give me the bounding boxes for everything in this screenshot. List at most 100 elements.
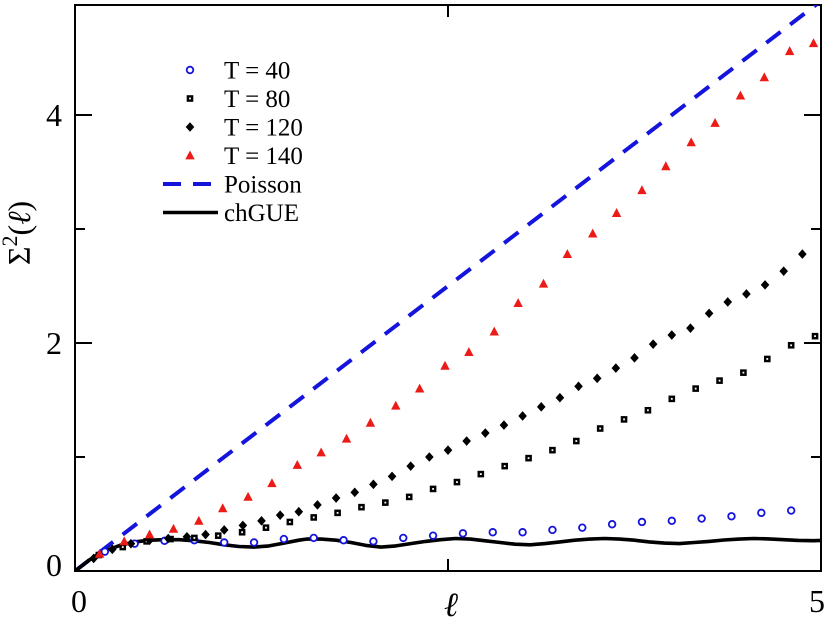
data-point <box>89 553 98 564</box>
data-point <box>630 353 639 363</box>
data-point <box>488 528 497 537</box>
y-tick-label: 0 <box>46 547 62 583</box>
data-point <box>786 506 796 515</box>
data-point <box>578 523 587 532</box>
data-point <box>168 523 179 533</box>
data-point-center <box>288 521 291 523</box>
legend-marker-diamond <box>185 122 195 132</box>
data-point <box>637 517 647 527</box>
data-point <box>499 420 509 430</box>
legend-item-T80: T = 80 <box>186 86 290 113</box>
data-point <box>341 433 352 443</box>
legend-marker-circle-open <box>185 65 195 75</box>
data-point <box>313 500 322 510</box>
data-point <box>735 90 746 100</box>
data-point-center <box>432 488 434 490</box>
data-point-center <box>217 534 220 537</box>
legend-label: T = 120 <box>224 115 303 142</box>
series-T80 <box>95 332 819 559</box>
data-point <box>779 266 788 276</box>
series-line-chGUE <box>75 536 821 571</box>
data-point <box>440 360 450 370</box>
data-point <box>710 117 720 127</box>
legend-item-T120: T = 120 <box>185 115 303 142</box>
data-point <box>365 417 376 427</box>
y-tick-label: 2 <box>46 325 62 361</box>
y-tick-label: 4 <box>46 97 62 133</box>
legend-label: T = 40 <box>224 58 290 85</box>
data-point <box>94 548 105 558</box>
data-point-center <box>265 526 267 529</box>
data-point-center <box>360 506 363 509</box>
data-point <box>704 308 714 319</box>
legend-item-T140: T = 140 <box>185 143 303 170</box>
data-point <box>464 347 474 357</box>
data-point-center <box>694 387 697 390</box>
data-point <box>784 46 795 56</box>
data-point <box>369 537 378 546</box>
data-point <box>562 249 573 258</box>
data-point <box>489 326 499 336</box>
data-point <box>350 487 360 498</box>
data-point <box>414 383 425 393</box>
legend-label: T = 140 <box>224 143 303 170</box>
data-point <box>219 525 229 535</box>
series-T140 <box>94 38 819 558</box>
data-point <box>548 525 557 535</box>
data-point <box>238 520 248 531</box>
data-point <box>481 428 490 438</box>
data-point-center <box>384 501 387 504</box>
data-point-center <box>623 418 625 421</box>
data-point-center <box>121 546 124 548</box>
legend-marker-triangle-up <box>185 150 195 160</box>
data-point-center <box>479 473 482 476</box>
data-point-center <box>312 516 315 519</box>
data-point <box>727 512 736 521</box>
legend-label: T = 80 <box>224 86 290 113</box>
x-axis-label: ℓ <box>444 587 458 624</box>
data-point <box>536 402 546 412</box>
data-point-center <box>647 409 649 412</box>
data-point-center <box>456 481 458 483</box>
data-point <box>588 228 598 238</box>
data-point-center <box>790 344 793 347</box>
data-point <box>119 536 129 546</box>
data-point <box>406 461 415 471</box>
data-point <box>279 534 289 544</box>
data-point <box>243 491 253 501</box>
legend-label: Poisson <box>224 172 302 199</box>
data-point <box>757 508 766 518</box>
data-point <box>292 459 303 469</box>
data-point <box>201 529 210 540</box>
data-point-center <box>575 440 578 442</box>
data-point <box>443 445 453 455</box>
legend-item-chGUE: chGUE <box>163 200 299 227</box>
data-point <box>144 529 155 539</box>
x-tick-label: 0 <box>71 583 87 619</box>
data-point <box>458 529 468 538</box>
data-point-center <box>527 457 530 460</box>
data-point <box>555 392 565 403</box>
data-point <box>182 532 192 542</box>
data-point-center <box>193 537 196 539</box>
data-point <box>648 339 658 349</box>
data-point <box>808 38 819 48</box>
data-point <box>667 516 676 526</box>
data-point <box>100 547 110 556</box>
data-point <box>607 520 617 529</box>
series-line-Poisson <box>75 5 820 571</box>
data-point <box>686 323 695 333</box>
data-point <box>108 544 117 555</box>
data-point <box>637 185 647 195</box>
data-point <box>294 506 304 517</box>
x-tick-label: 5 <box>809 583 825 619</box>
data-point <box>316 447 326 457</box>
data-point-center <box>718 379 721 382</box>
data-point-center <box>551 449 554 452</box>
data-point <box>518 528 527 537</box>
data-point <box>592 373 602 384</box>
data-point <box>798 249 807 259</box>
data-point <box>126 538 136 549</box>
